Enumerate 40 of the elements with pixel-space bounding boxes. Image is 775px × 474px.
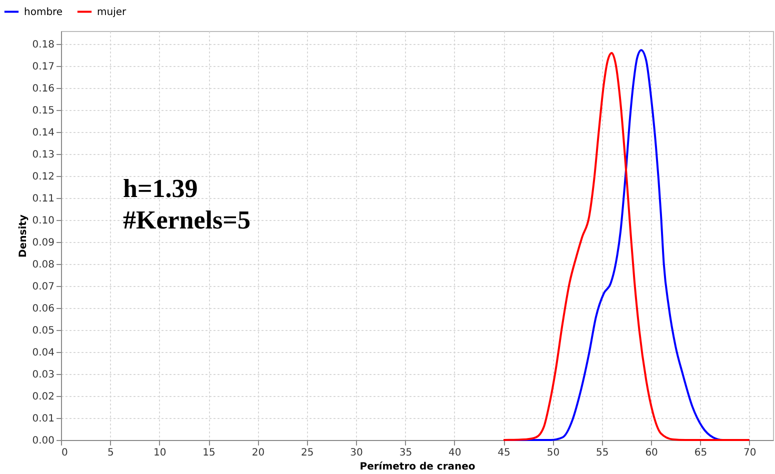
x-tick-label: 35 [399,448,412,458]
y-tick-label: 0.16 [32,84,54,95]
y-tick-label: 0.04 [32,348,54,359]
x-tick-label: 70 [744,448,756,458]
y-tick-label: 0.08 [32,260,54,271]
y-tick-label: 0.06 [32,304,54,315]
x-tick-label: 40 [448,448,462,458]
y-tick-label: 0.10 [32,216,54,227]
annotation: #Kernels=5 [123,205,250,234]
x-tick-label: 45 [498,448,510,458]
y-tick-label: 0.00 [32,436,54,446]
x-tick-label: 25 [300,448,314,458]
x-tick-label: 0 [62,448,68,458]
y-tick-label: 0.14 [32,128,54,139]
y-tick-label: 0.12 [32,172,54,183]
legend-label: mujer [97,6,128,18]
annotation: h=1.39 [123,174,198,203]
y-tick-label: 0.15 [32,106,54,117]
x-tick-label: 60 [645,448,658,458]
x-tick-label: 65 [694,448,708,458]
x-tick-label: 5 [107,448,114,458]
y-tick-label: 0.17 [32,62,54,73]
y-tick-label: 0.09 [32,238,54,249]
legend-label: hombre [24,6,63,18]
y-tick-label: 0.01 [32,414,54,425]
y-axis-title: Density [18,214,30,258]
x-axis-title: Perímetro de craneo [360,462,476,472]
y-tick-label: 0.11 [32,194,54,205]
x-tick-label: 10 [153,448,166,458]
y-tick-label: 0.13 [32,150,54,161]
y-tick-label: 0.05 [32,326,54,337]
x-tick-label: 30 [350,448,363,458]
y-tick-label: 0.03 [32,370,54,381]
y-tick-label: 0.18 [32,40,54,51]
x-tick-label: 20 [252,448,265,458]
x-tick-label: 55 [596,448,609,458]
x-tick-label: 15 [202,448,216,458]
y-tick-label: 0.02 [32,392,54,403]
y-tick-label: 0.07 [32,282,54,293]
x-tick-label: 50 [546,448,560,458]
